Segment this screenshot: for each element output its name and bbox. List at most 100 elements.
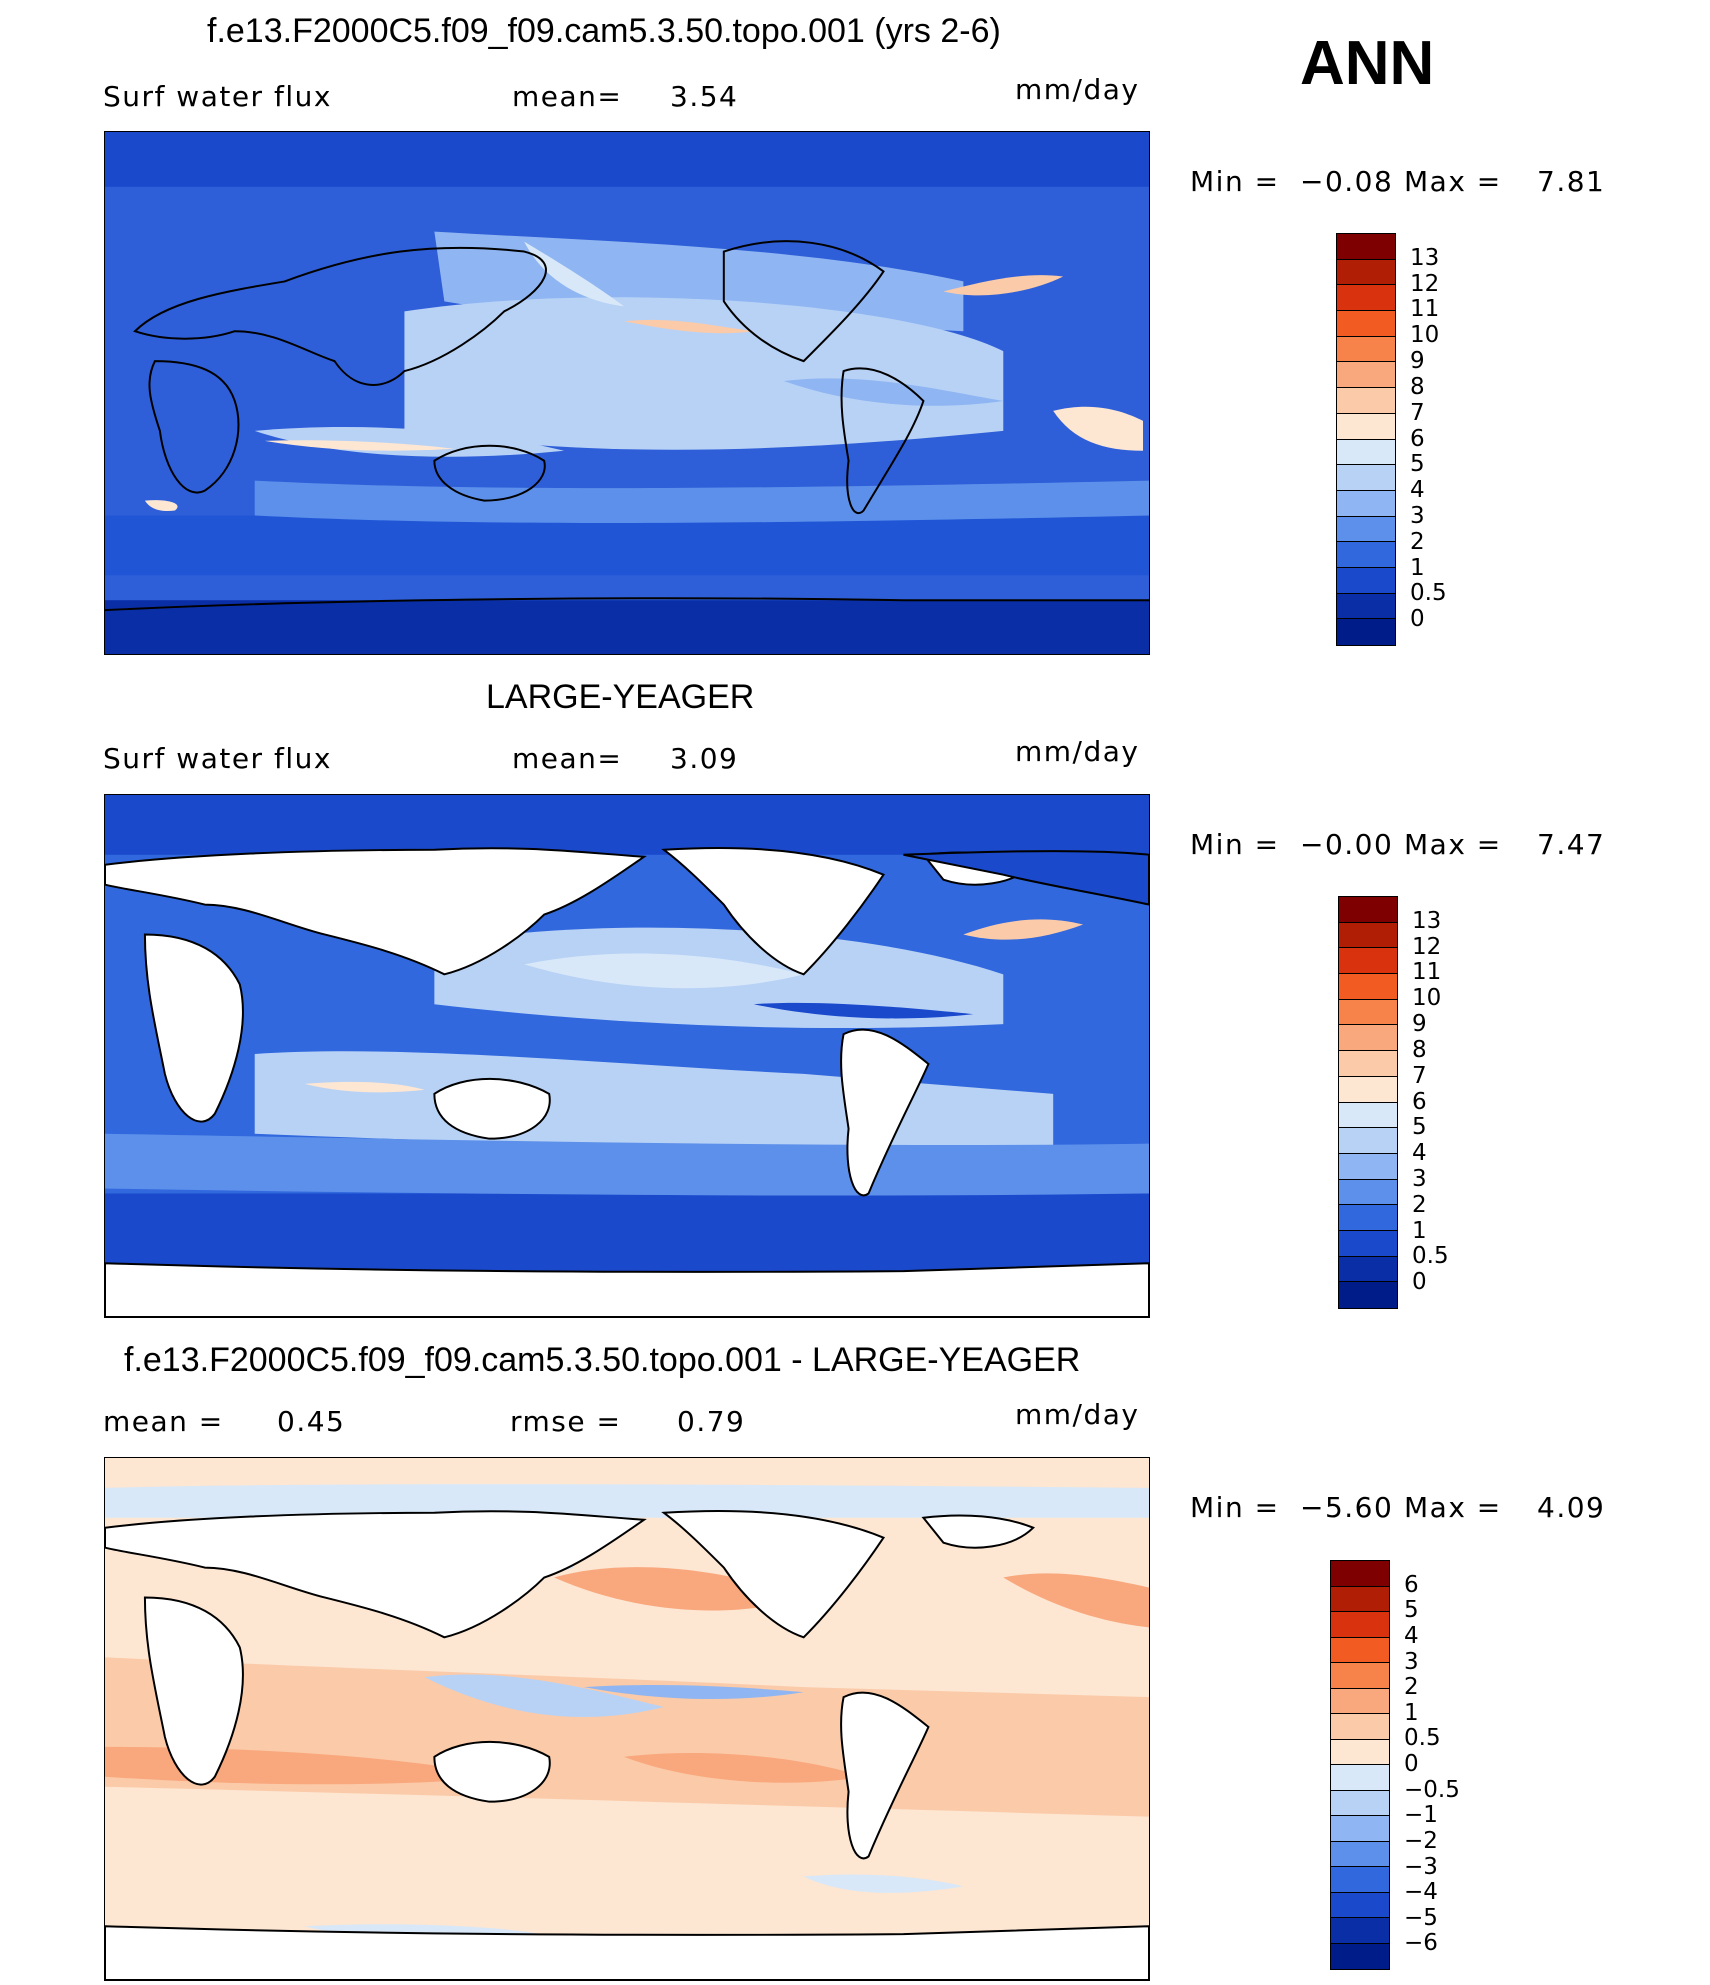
- panel-2-max-label: Max =: [1404, 828, 1502, 861]
- colorbar-swatch: [1337, 619, 1395, 645]
- panel-1-title: f.e13.F2000C5.f09_f09.cam5.3.50.topo.001…: [207, 12, 1001, 50]
- panel-2-mean-value: 3.09: [670, 742, 739, 775]
- panel-1-mean-label: mean=: [512, 80, 623, 113]
- colorbar-tick-label: −5: [1404, 1904, 1438, 1931]
- colorbar-swatch: [1337, 490, 1395, 517]
- colorbar-tick-label: −6: [1404, 1930, 1438, 1957]
- colorbar-swatch: [1337, 285, 1395, 312]
- panel-1-min-label: Min =: [1190, 165, 1280, 198]
- colorbar-tick-label: 4: [1404, 1622, 1419, 1649]
- colorbar-tick-label: −2: [1404, 1827, 1438, 1854]
- colorbar-swatch: [1339, 1051, 1397, 1077]
- colorbar-swatch: [1339, 999, 1397, 1026]
- colorbar-swatch: [1337, 567, 1395, 594]
- colorbar-tick-label: 6: [1412, 1088, 1427, 1115]
- colorbar-swatch: [1331, 1637, 1389, 1663]
- colorbar-swatch: [1331, 1688, 1389, 1714]
- panel-3-min-value: −5.60: [1300, 1491, 1394, 1524]
- colorbar-tick-label: 9: [1412, 1011, 1427, 1038]
- panel-2-units: mm/day: [1015, 735, 1140, 768]
- panel-1-colorbar: [1336, 233, 1396, 646]
- colorbar-tick-label: 3: [1404, 1648, 1419, 1675]
- panel-3-units: mm/day: [1015, 1398, 1140, 1431]
- panel-3-max-label: Max =: [1404, 1491, 1502, 1524]
- colorbar-tick-label: 13: [1410, 244, 1440, 271]
- colorbar-tick-label: 0: [1404, 1751, 1419, 1777]
- colorbar-swatch: [1331, 1790, 1389, 1816]
- colorbar-swatch: [1337, 362, 1395, 389]
- colorbar-swatch: [1331, 1765, 1389, 1791]
- colorbar-swatch: [1339, 922, 1397, 949]
- colorbar-swatch: [1331, 1943, 1389, 1969]
- colorbar-swatch: [1339, 1179, 1397, 1206]
- panel-2-colorbar: [1338, 896, 1398, 1309]
- panel-3-mean-label: mean =: [103, 1405, 224, 1438]
- colorbar-swatch: [1331, 1816, 1389, 1842]
- colorbar-swatch: [1331, 1739, 1389, 1765]
- colorbar-tick-label: 10: [1410, 322, 1440, 349]
- colorbar-tick-label: 3: [1410, 502, 1425, 529]
- panel-3-rmse-label: rmse =: [510, 1405, 622, 1438]
- colorbar-swatch: [1337, 516, 1395, 543]
- colorbar-swatch: [1331, 1841, 1389, 1867]
- colorbar-tick-label: 7: [1412, 1062, 1427, 1089]
- colorbar-tick-label: 11: [1410, 296, 1440, 323]
- colorbar-swatch: [1339, 1282, 1397, 1308]
- colorbar-tick-label: 12: [1412, 933, 1442, 960]
- panel-1-map: [104, 131, 1150, 655]
- colorbar-tick-label: 4: [1412, 1140, 1427, 1167]
- panel-2-min-value: −0.00: [1300, 828, 1394, 861]
- panel-3-map: [104, 1457, 1150, 1981]
- panel-2-mean-label: mean=: [512, 742, 623, 775]
- colorbar-tick-label: −1: [1404, 1802, 1438, 1829]
- colorbar-swatch: [1331, 1867, 1389, 1893]
- colorbar-tick-label: −3: [1404, 1853, 1438, 1880]
- panel-2-map: [104, 794, 1150, 1318]
- colorbar-tick-label: 3: [1412, 1165, 1427, 1192]
- colorbar-tick-label: 1: [1412, 1217, 1427, 1244]
- colorbar-swatch: [1337, 336, 1395, 363]
- panel-3-title: f.e13.F2000C5.f09_f09.cam5.3.50.topo.001…: [124, 1341, 1081, 1379]
- panel-3-colorbar: [1330, 1560, 1390, 1970]
- panel-1-variable-label: Surf water flux: [103, 80, 332, 113]
- colorbar-tick-label: 7: [1410, 399, 1425, 426]
- colorbar-tick-label: 6: [1410, 425, 1425, 452]
- colorbar-tick-label: 12: [1410, 270, 1440, 297]
- season-label: ANN: [1300, 29, 1435, 98]
- panel-3-rmse-value: 0.79: [677, 1405, 746, 1438]
- panel-3-mean-value: 0.45: [277, 1405, 346, 1438]
- colorbar-swatch: [1331, 1663, 1389, 1689]
- colorbar-swatch: [1337, 388, 1395, 414]
- colorbar-tick-label: 11: [1412, 959, 1442, 986]
- colorbar-tick-label: 8: [1410, 373, 1425, 400]
- colorbar-swatch: [1339, 1230, 1397, 1257]
- colorbar-swatch: [1337, 439, 1395, 466]
- colorbar-tick-label: −0.5: [1404, 1776, 1460, 1803]
- colorbar-tick-label: 6: [1404, 1571, 1419, 1598]
- panel-2-variable-label: Surf water flux: [103, 742, 332, 775]
- colorbar-tick-label: 8: [1412, 1036, 1427, 1063]
- colorbar-swatch: [1331, 1918, 1389, 1944]
- colorbar-swatch: [1339, 1025, 1397, 1052]
- colorbar-tick-label: −4: [1404, 1879, 1438, 1906]
- panel-1-min-value: −0.08: [1300, 165, 1394, 198]
- colorbar-swatch: [1337, 234, 1395, 260]
- colorbar-tick-label: 1: [1404, 1699, 1419, 1726]
- panel-3-min-label: Min =: [1190, 1491, 1280, 1524]
- colorbar-tick-label: 0.5: [1410, 580, 1447, 607]
- colorbar-swatch: [1339, 1076, 1397, 1103]
- colorbar-swatch: [1337, 465, 1395, 491]
- colorbar-swatch: [1339, 1153, 1397, 1180]
- panel-2-max-value: 7.47: [1537, 828, 1606, 861]
- colorbar-tick-label: 5: [1404, 1597, 1419, 1624]
- colorbar-tick-label: 0.5: [1412, 1243, 1449, 1270]
- colorbar-tick-label: 5: [1412, 1114, 1427, 1141]
- colorbar-tick-label: 2: [1410, 528, 1425, 555]
- colorbar-tick-label: 4: [1410, 477, 1425, 504]
- colorbar-tick-label: 9: [1410, 348, 1425, 375]
- panel-1-max-value: 7.81: [1537, 165, 1606, 198]
- panel-1-units: mm/day: [1015, 73, 1140, 106]
- panel-1-max-label: Max =: [1404, 165, 1502, 198]
- colorbar-tick-label: 0.5: [1404, 1725, 1441, 1752]
- colorbar-swatch: [1337, 311, 1395, 337]
